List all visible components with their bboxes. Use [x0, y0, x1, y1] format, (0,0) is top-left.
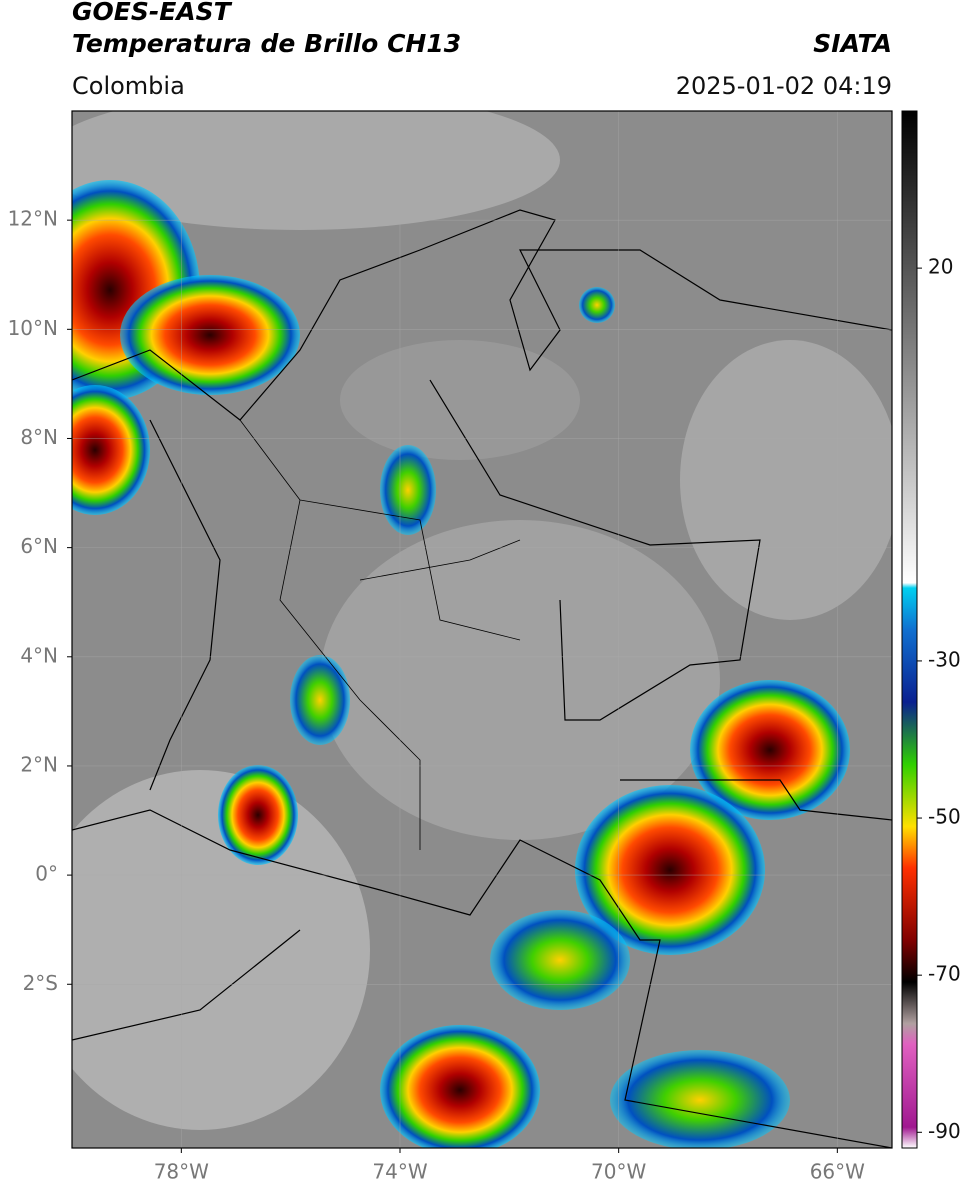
x-tick-label: 70°W [591, 1160, 646, 1184]
y-tick-label: 2°S [23, 971, 58, 995]
y-tick-label: 6°N [20, 534, 58, 558]
colorbar [901, 110, 918, 1149]
region: Colombia [72, 72, 185, 100]
colorbar-tick-label: -50 [928, 805, 961, 829]
y-tick-label: 0° [35, 862, 58, 886]
y-tick-label: 2°N [20, 752, 58, 776]
source: SIATA [813, 29, 892, 58]
subtitle: Temperatura de Brillo CH13 [72, 29, 461, 58]
x-tick-label: 74°W [372, 1160, 427, 1184]
y-tick-label: 8°N [20, 425, 58, 449]
x-tick-label: 66°W [810, 1160, 865, 1184]
y-tick-label: 10°N [8, 316, 58, 340]
colorbar-tick-label: -30 [928, 647, 961, 671]
colorbar-tick-label: -70 [928, 962, 961, 986]
title: GOES-EAST [72, 0, 233, 26]
timestamp: 2025-01-02 04:19 [676, 72, 892, 100]
x-tick-label: 78°W [154, 1160, 209, 1184]
satellite-image [72, 111, 892, 1148]
colorbar-tick-label: -90 [928, 1119, 961, 1143]
map-frame [71, 110, 893, 1149]
y-tick-label: 4°N [20, 643, 58, 667]
colorbar-tick-label: 20 [928, 255, 953, 279]
y-tick-label: 12°N [8, 207, 58, 231]
